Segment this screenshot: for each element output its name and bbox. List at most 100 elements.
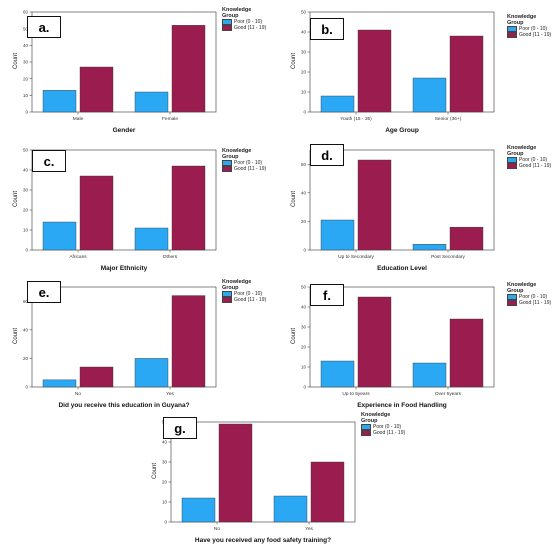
x-category-label: No (75, 391, 81, 397)
legend-title-1: Knowledge (222, 148, 252, 154)
y-axis-label: Count (152, 462, 159, 480)
chart-panel-d: 0 20 40 60 Up to Secondary Post Secondary d. … (280, 140, 554, 276)
bar-good (79, 66, 114, 113)
bar-poor (273, 495, 308, 523)
bar-poor (134, 91, 169, 113)
legend-title-2: Group (222, 154, 239, 160)
legend-swatch-good (507, 163, 517, 169)
plot-frame (309, 286, 495, 388)
legend-label-poor: Poor (0 - 10) (234, 291, 263, 297)
legend-title-2: Group (361, 418, 378, 424)
y-axis-label: Count (291, 52, 298, 70)
legend-title-1: Knowledge (361, 412, 391, 418)
y-axis-label: Count (291, 327, 298, 345)
y-tick-label: 10 (162, 500, 168, 505)
y-tick-label: 30 (301, 50, 307, 55)
legend-label-poor: Poor (0 - 10) (373, 424, 402, 430)
y-tick-label: 30 (162, 460, 168, 465)
y-tick-label: 10 (301, 365, 307, 370)
chart-panel-e: 0 20 40 60 No Yes e. Count Did you receive th… (2, 277, 276, 413)
legend-title-1: Knowledge (222, 279, 252, 285)
legend-swatch-poor (507, 294, 517, 300)
legend: Knowledge Group Poor (0 - 10) Good (11 -… (507, 14, 551, 38)
x-category-label: Female (162, 116, 178, 122)
legend-title-2: Group (222, 13, 239, 19)
legend: Knowledge Group Poor (0 - 10) Good (11 -… (222, 7, 266, 31)
y-tick-label: 10 (301, 90, 307, 95)
chart-panel-c: 0 10 20 30 40 50 Africans Others c. Count Major… (2, 140, 276, 276)
legend-swatch-poor (361, 424, 371, 430)
legend-label-poor: Poor (0 - 10) (234, 19, 263, 25)
x-category-label: No (214, 526, 220, 532)
panel-tag: a. (27, 16, 61, 38)
y-axis-label: Count (13, 52, 20, 70)
y-tick-label: 0 (164, 520, 167, 525)
x-category-label: Yes (166, 391, 174, 397)
legend-title-2: Group (507, 288, 524, 294)
x-category-label: Senior (36+) (435, 116, 462, 122)
chart-svg: 01020304050NoYes (162, 420, 356, 532)
chart-svg: 0 10 20 30 40 50 Youth (15 - 35) Senior (36+) (301, 10, 495, 122)
panel-tag: d. (310, 144, 344, 166)
bar-good (171, 165, 206, 251)
legend-swatch-poor (222, 160, 232, 166)
y-tick-label: 60 (23, 299, 29, 304)
y-tick-label: 60 (23, 10, 29, 15)
y-axis-label: Count (13, 327, 20, 345)
y-tick-label: 20 (23, 208, 29, 213)
chart-svg: 0 10 20 30 40 50 Africans Others (23, 148, 217, 260)
x-category-label: Up to Secondary (338, 254, 374, 260)
legend-label-good: Good (11 - 19) (234, 25, 267, 31)
legend: Knowledge Group Poor (0 - 10) Good (11 -… (507, 145, 551, 169)
plot-frame (309, 149, 495, 251)
bar-poor (320, 95, 355, 113)
bar-poor (412, 244, 447, 251)
x-category-label: Over 5years (435, 391, 462, 397)
legend-swatch-good (222, 297, 232, 303)
panel-tag: f. (310, 284, 344, 306)
y-tick-label: 40 (23, 327, 29, 332)
legend-label-good: Good (11 - 19) (373, 430, 406, 436)
legend-label-poor: Poor (0 - 10) (519, 294, 548, 300)
y-tick-label: 0 (303, 385, 306, 390)
bar-poor (412, 77, 447, 113)
legend-title-1: Knowledge (507, 282, 537, 288)
legend-label-good: Good (11 - 19) (234, 166, 267, 172)
x-axis-label: Did you receive this education in Guyana… (58, 402, 190, 409)
legend-swatch-poor (507, 26, 517, 32)
chart-panel-f: 0 10 20 30 40 50 Up to 5years Over 5years f. Co… (280, 277, 554, 413)
x-axis-label: Experience in Food Handling (357, 402, 447, 409)
y-tick-label: 10 (23, 228, 29, 233)
legend-title-2: Group (507, 151, 524, 157)
bar-poor (320, 360, 355, 388)
chart-svg: 0 20 40 60 No Yes (23, 286, 217, 397)
plot-frame (170, 421, 356, 523)
x-category-label: Male (73, 116, 84, 122)
x-category-label: Post Secondary (431, 254, 465, 260)
chart-svg: 0 10 20 30 40 50 60 Male Female (23, 10, 217, 122)
plot-frame (309, 11, 495, 113)
x-axis-label: Have you received any food safety traini… (194, 537, 332, 544)
panel-tag: e. (27, 281, 61, 303)
y-tick-label: 20 (23, 76, 29, 81)
panel-tag: c. (32, 150, 66, 172)
y-tick-label: 20 (301, 70, 307, 75)
y-tick-label: 40 (301, 190, 307, 195)
bar-good (171, 295, 206, 388)
y-tick-label: 10 (23, 93, 29, 98)
chart-panel-b: 0 10 20 30 40 50 Youth (15 - 35) Senior (36+) b… (280, 2, 554, 138)
y-tick-label: 30 (301, 325, 307, 330)
bar-poor (42, 90, 77, 113)
chart-svg: 0 20 40 60 Up to Secondary Post Secondary (301, 149, 495, 260)
bar-good (357, 159, 392, 251)
legend: Knowledge Group Poor (0 - 10) Good (11 -… (507, 282, 551, 306)
legend-title-2: Group (222, 285, 239, 291)
bar-good (357, 296, 392, 388)
bar-poor (181, 497, 216, 523)
bar-poor (320, 219, 355, 251)
y-tick-label: 40 (162, 440, 168, 445)
bar-good (310, 461, 345, 523)
y-tick-label: 0 (25, 110, 28, 115)
y-axis-label: Count (13, 190, 20, 208)
legend-label-poor: Poor (0 - 10) (519, 26, 548, 32)
